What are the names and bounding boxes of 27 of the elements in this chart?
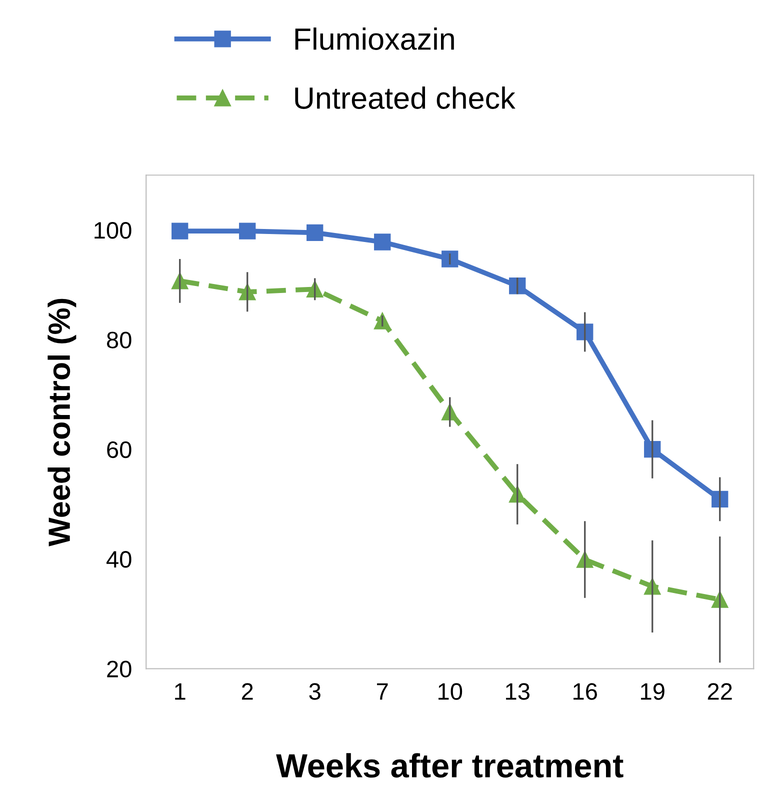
x-tick-label: 16 xyxy=(574,683,597,700)
x-tick-label: 13 xyxy=(506,683,530,700)
x-tick-label: 22 xyxy=(708,683,732,700)
point xyxy=(644,440,661,458)
point xyxy=(374,234,391,250)
x-axis-title: Weeks after treatment xyxy=(276,753,624,778)
y-tick-label: 20 xyxy=(107,660,132,678)
point xyxy=(712,490,728,508)
y-tick-label: 60 xyxy=(107,441,132,458)
legend-label: Flumioxazin xyxy=(295,28,454,50)
y-tick-label: 80 xyxy=(106,332,132,348)
point xyxy=(239,222,256,240)
x-tick-label: 7 xyxy=(377,683,388,700)
x-tick-label: 10 xyxy=(438,683,462,700)
x-tick-label: 3 xyxy=(309,683,320,700)
y-tick-label: 100 xyxy=(94,222,132,239)
point xyxy=(172,222,188,240)
point xyxy=(576,324,594,340)
y-axis-title: Weed control (%) xyxy=(48,298,76,546)
point xyxy=(306,224,324,242)
x-tick-label: 1 xyxy=(175,683,186,700)
point xyxy=(509,278,526,294)
x-tick-label: 19 xyxy=(641,683,664,700)
legend-label: Untreated check xyxy=(295,86,516,109)
y-tick-label: 40 xyxy=(106,551,132,568)
point xyxy=(442,250,458,268)
x-tick-label: 2 xyxy=(242,683,253,700)
